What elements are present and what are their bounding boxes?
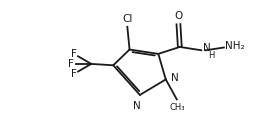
Text: N: N <box>133 101 140 111</box>
Text: F: F <box>68 59 74 69</box>
Text: CH₃: CH₃ <box>169 103 184 112</box>
Text: O: O <box>174 11 183 21</box>
Text: N: N <box>171 73 178 83</box>
Text: Cl: Cl <box>122 14 132 24</box>
Text: H: H <box>208 51 215 60</box>
Text: F: F <box>71 69 77 79</box>
Text: NH₂: NH₂ <box>225 41 245 51</box>
Text: F: F <box>71 49 77 59</box>
Text: N: N <box>203 43 211 53</box>
